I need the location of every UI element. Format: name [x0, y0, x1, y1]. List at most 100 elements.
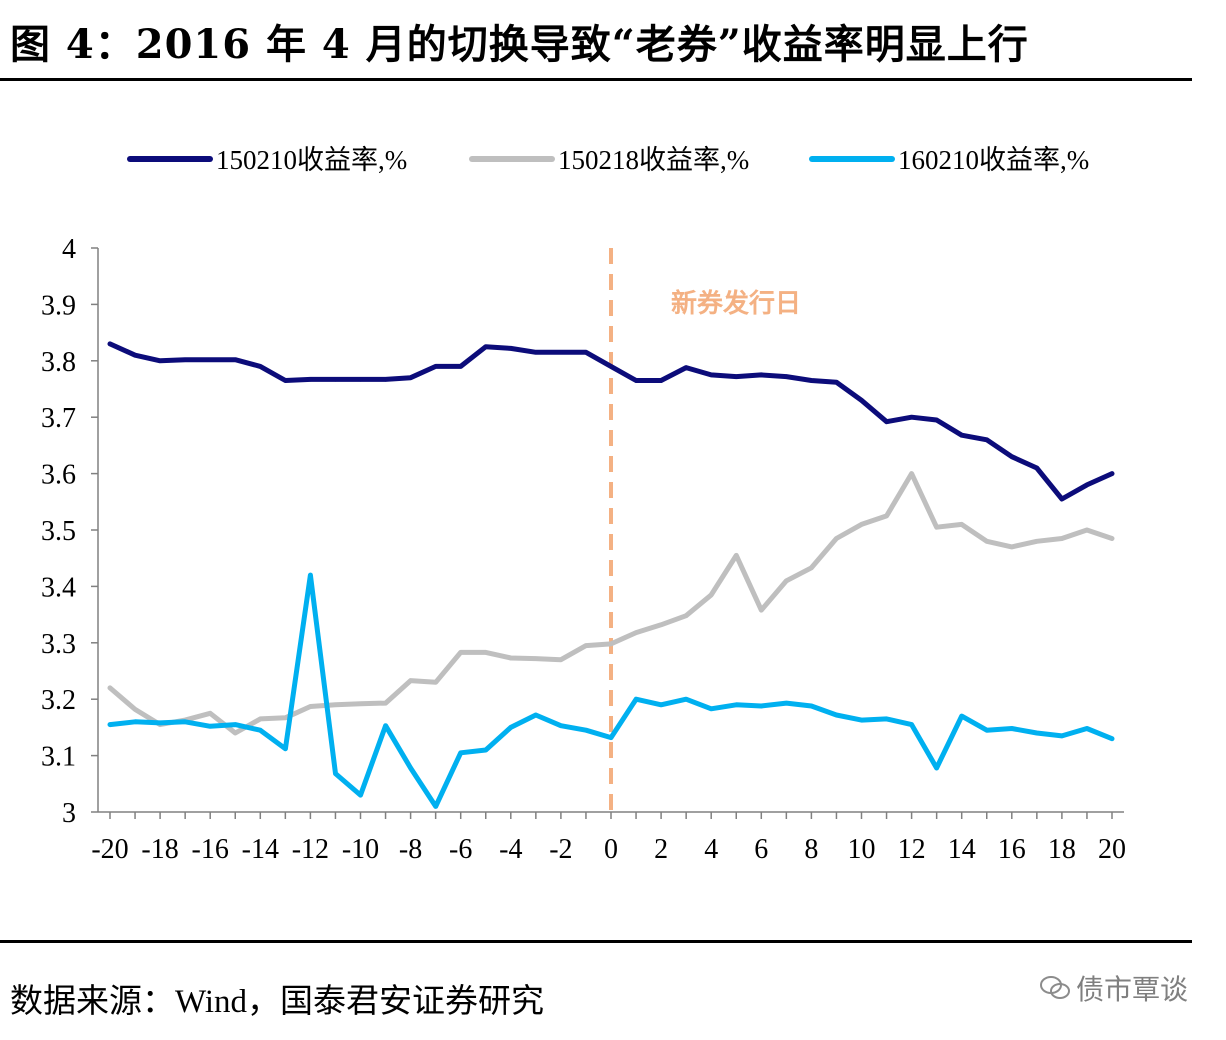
- data-point: [333, 377, 338, 382]
- data-point: [709, 706, 714, 711]
- data-point: [132, 352, 138, 358]
- y-tick-label: 3.4: [41, 572, 76, 603]
- chart-legend: 150210收益率,% 150218收益率,% 160210收益率,%: [127, 145, 1089, 175]
- data-point: [283, 746, 288, 752]
- data-point: [1084, 482, 1090, 488]
- x-tick-label: 6: [754, 834, 768, 865]
- data-point: [408, 678, 413, 683]
- data-point: [583, 350, 589, 355]
- data-point: [182, 357, 188, 362]
- legend-label-1: 150210收益率,%: [216, 145, 407, 175]
- data-point: [1059, 496, 1065, 502]
- data-point: [358, 792, 363, 798]
- x-tick-label: -14: [242, 834, 279, 865]
- data-point: [633, 630, 639, 635]
- watermark: 债市覃谈: [1039, 968, 1188, 1008]
- y-tick-label: 3.1: [41, 742, 76, 773]
- data-point: [959, 433, 964, 438]
- data-point: [132, 707, 138, 712]
- data-point: [959, 713, 964, 719]
- data-point: [658, 378, 664, 383]
- data-point: [433, 680, 438, 685]
- y-tick-label: 3.6: [41, 460, 76, 491]
- data-point: [734, 702, 739, 708]
- data-point: [809, 378, 814, 383]
- data-point: [308, 572, 313, 578]
- x-tick-label: 20: [1098, 834, 1126, 865]
- data-point: [283, 378, 288, 383]
- x-tick-label: -4: [499, 834, 522, 865]
- data-point: [784, 578, 789, 583]
- data-point: [658, 702, 664, 708]
- data-point: [658, 622, 664, 627]
- top-rule: [0, 78, 1192, 81]
- data-point: [759, 372, 764, 378]
- data-point: [283, 715, 288, 721]
- data-point: [633, 697, 639, 702]
- data-point: [408, 375, 413, 380]
- data-point: [233, 357, 238, 362]
- bottom-rule: [0, 940, 1192, 943]
- x-tick-label: 0: [604, 834, 618, 865]
- data-point: [759, 607, 764, 613]
- data-point: [984, 437, 989, 442]
- data-point: [308, 377, 313, 382]
- release-date-label: 新券发行日: [671, 288, 801, 318]
- data-point: [834, 712, 839, 718]
- data-point: [208, 724, 213, 729]
- data-point: [1034, 539, 1040, 544]
- data-point: [508, 725, 513, 730]
- y-tick-label: 3.7: [41, 403, 76, 434]
- x-tick-label: -16: [192, 834, 229, 865]
- data-point: [1084, 726, 1090, 731]
- data-point: [533, 712, 539, 718]
- data-point: [809, 565, 814, 570]
- data-point: [483, 747, 488, 753]
- data-point: [683, 613, 689, 618]
- data-point: [1109, 536, 1115, 541]
- data-point: [333, 702, 338, 708]
- data-point: [258, 364, 263, 369]
- data-point: [1009, 454, 1014, 459]
- data-point: [1034, 730, 1040, 736]
- data-point: [859, 522, 864, 527]
- data-point: [859, 717, 864, 723]
- data-point: [583, 643, 589, 648]
- data-point: [709, 592, 714, 598]
- data-point: [734, 374, 739, 379]
- data-point: [884, 716, 889, 722]
- legend-label-3: 160210收益率,%: [898, 145, 1089, 175]
- data-point: [308, 704, 313, 709]
- data-point: [458, 650, 463, 655]
- data-point: [208, 711, 213, 716]
- data-point: [784, 374, 789, 379]
- x-tick-label: 2: [654, 834, 668, 865]
- data-point: [884, 419, 889, 424]
- data-point: [358, 377, 363, 382]
- data-point: [458, 364, 463, 369]
- data-point: [458, 750, 463, 755]
- data-point: [984, 539, 989, 544]
- figure-title: 图 4：2016 年 4 月的切换导致“老券”收益率明显上行: [10, 21, 1029, 68]
- data-point: [608, 735, 614, 740]
- y-tick-label: 3.9: [41, 290, 76, 321]
- chart-axes: 33.13.23.33.43.53.63.73.83.94-20 -18 -16 -1…: [41, 234, 1126, 865]
- chart-annotation: 新券发行日: [609, 248, 801, 812]
- data-point: [533, 350, 539, 355]
- data-point: [583, 728, 589, 733]
- data-point: [1059, 733, 1065, 739]
- x-tick-label: 16: [998, 834, 1026, 865]
- data-point: [508, 346, 513, 351]
- data-point: [408, 765, 413, 771]
- x-tick-label: 14: [948, 834, 976, 865]
- data-point: [157, 720, 163, 726]
- x-tick-label: -8: [399, 834, 422, 865]
- x-tick-label: -12: [292, 834, 329, 865]
- data-point: [909, 415, 914, 420]
- data-point: [608, 641, 614, 647]
- x-tick-label: -20: [91, 834, 128, 865]
- legend-label-2: 150218收益率,%: [558, 145, 749, 175]
- data-point: [182, 719, 188, 724]
- x-tick-label: 8: [804, 834, 818, 865]
- data-point: [433, 364, 438, 369]
